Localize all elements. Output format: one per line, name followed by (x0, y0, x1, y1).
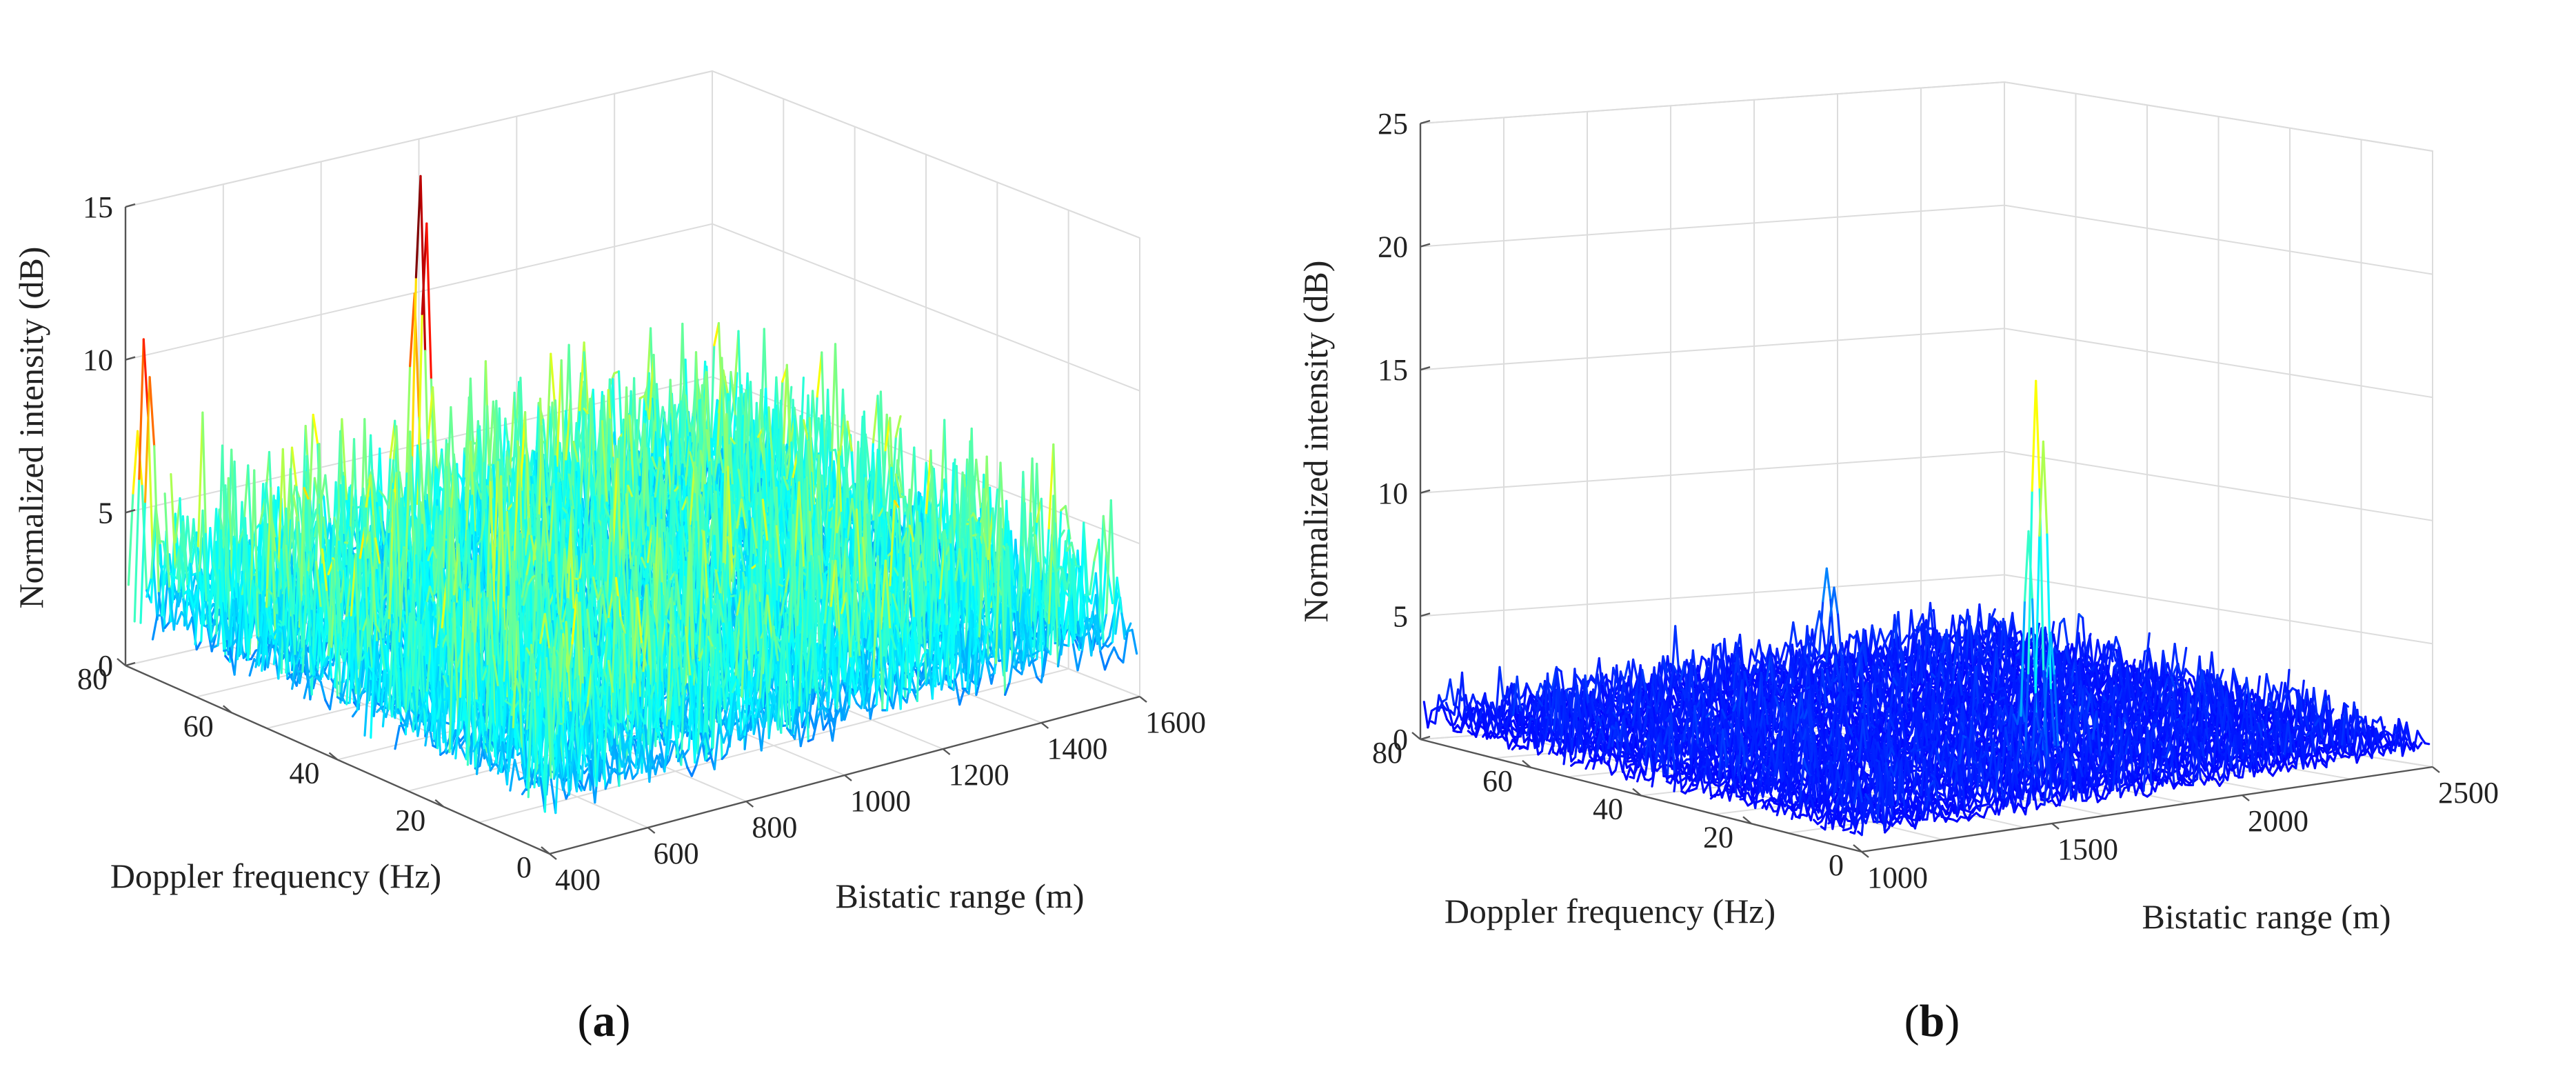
surface-segment (238, 528, 245, 544)
surface-segment (645, 327, 652, 411)
surface-segment (162, 540, 170, 574)
surface-segment (145, 577, 152, 598)
surface-segment (324, 474, 331, 525)
surface-segment (388, 459, 395, 510)
surface-segment (168, 587, 175, 631)
surface-segment (722, 369, 729, 396)
surface-segment (312, 413, 319, 446)
surface-segment (176, 610, 183, 626)
surface-segment (163, 492, 171, 590)
surface-segment (421, 222, 428, 315)
surface-segment (197, 411, 204, 548)
surface-segment (148, 376, 156, 448)
surface-segment (147, 415, 154, 555)
surface-segment (351, 708, 359, 718)
surface-segment (248, 658, 256, 677)
panel-a-surface (127, 174, 1138, 815)
surface-segment (425, 222, 433, 381)
surface-segment (303, 677, 310, 699)
surface-segment (563, 343, 570, 476)
surface-segment (414, 174, 422, 279)
surface-segment (143, 376, 151, 503)
surface-segment (138, 338, 145, 480)
surface-segment (543, 441, 551, 508)
surface-segment (195, 639, 203, 651)
surface-segment (711, 399, 718, 448)
surface-segment (684, 394, 692, 434)
surface-segment (528, 450, 536, 490)
surface-segment (319, 681, 327, 701)
surface-segment (151, 614, 159, 641)
surface-segment (350, 489, 357, 560)
surface-segment (408, 292, 416, 368)
surface-segment (545, 352, 552, 468)
surface-segment (181, 598, 189, 631)
surface-segment (163, 621, 171, 630)
surface-segment (133, 477, 141, 623)
surface-segment (150, 505, 157, 579)
surface-segment (410, 276, 418, 491)
surface-segment (508, 391, 516, 476)
surface-segment (431, 386, 439, 477)
surface-segment (161, 530, 168, 617)
surface-segment (427, 386, 434, 441)
surface-segment (290, 446, 298, 488)
surface-segment (505, 450, 513, 480)
surface-segment (379, 490, 386, 499)
surface-segment (127, 492, 134, 586)
surface-segment (427, 439, 434, 528)
surface-segment (142, 338, 150, 418)
surface-segment (228, 460, 236, 592)
surface-segment (181, 521, 189, 588)
surface-segment (172, 590, 180, 631)
surface-segment (192, 518, 199, 588)
surface-segment (341, 418, 348, 503)
surface-segment (179, 545, 186, 595)
surface-segment (188, 590, 195, 610)
surface-segment (419, 174, 427, 352)
surface-segment (490, 399, 498, 506)
surface-segment (224, 484, 232, 641)
surface-segment (154, 505, 162, 546)
surface-segment (151, 552, 159, 621)
surface-segment (132, 430, 139, 494)
surface-segment (170, 472, 177, 569)
surface-segment (729, 370, 737, 417)
surface-segment (139, 500, 147, 624)
surface-segment (732, 330, 740, 402)
